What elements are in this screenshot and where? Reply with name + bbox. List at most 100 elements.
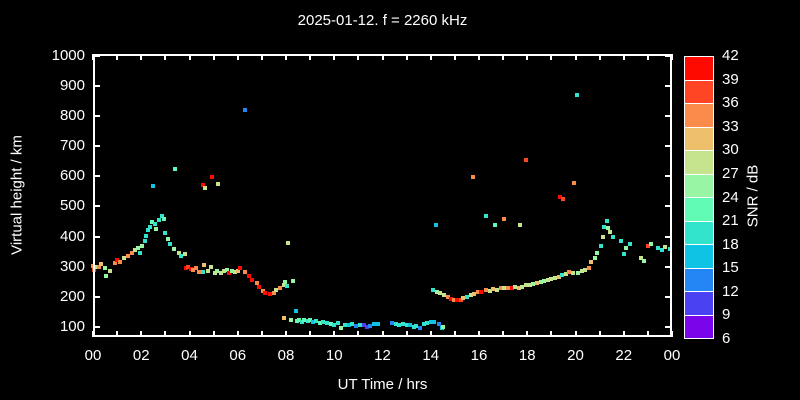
y-tick-label: 200 — [59, 287, 85, 305]
data-point — [445, 295, 450, 300]
data-point — [572, 181, 577, 186]
data-point — [182, 251, 187, 256]
x-tick-label: 14 — [422, 347, 440, 364]
x-tick-label: 02 — [132, 347, 150, 364]
data-point — [282, 280, 287, 285]
data-point — [545, 277, 550, 282]
data-point — [417, 325, 422, 330]
data-point — [567, 270, 572, 275]
x-tick — [429, 331, 432, 337]
data-point — [129, 250, 134, 255]
x-tick — [236, 331, 239, 337]
data-point — [479, 290, 484, 295]
data-point — [442, 293, 447, 298]
data-point — [183, 266, 188, 271]
data-point — [250, 278, 255, 283]
x-tick — [550, 331, 553, 337]
data-point — [271, 291, 276, 296]
x-tick-label: 16 — [470, 347, 488, 364]
x-tick — [453, 331, 456, 337]
data-point — [197, 270, 202, 275]
data-point — [534, 280, 539, 285]
x-tick — [671, 54, 673, 60]
data-point — [502, 217, 507, 221]
x-tick — [92, 331, 94, 337]
y-tick-label: 500 — [59, 197, 85, 215]
data-point — [621, 252, 626, 257]
x-tick — [333, 54, 336, 60]
chart-title: 2025-01-12. f = 2260 kHz — [297, 12, 468, 29]
data-point — [487, 288, 492, 293]
x-tick — [574, 331, 577, 337]
data-point — [332, 322, 337, 327]
colorbar-tick-label: 15 — [722, 259, 739, 277]
data-point — [491, 287, 496, 292]
data-point — [209, 265, 214, 270]
x-tick — [140, 54, 143, 60]
colorbar — [684, 56, 714, 339]
data-point — [638, 255, 643, 260]
x-tick — [116, 54, 119, 60]
data-point — [218, 270, 223, 275]
x-tick — [333, 331, 336, 337]
data-point — [440, 325, 445, 329]
data-point — [328, 321, 333, 326]
data-point — [150, 220, 155, 225]
x-tick — [622, 54, 625, 60]
colorbar-segment — [685, 315, 713, 338]
data-point — [227, 270, 232, 275]
data-point — [200, 183, 205, 188]
data-point — [285, 283, 290, 288]
data-point — [357, 322, 362, 327]
data-point — [401, 321, 405, 326]
y-tick — [93, 145, 100, 147]
y-tick — [665, 114, 672, 117]
data-point — [432, 320, 437, 325]
data-point — [604, 219, 609, 224]
data-point — [595, 251, 600, 256]
data-point — [302, 318, 307, 323]
y-tick-label: 900 — [59, 76, 85, 94]
data-point — [222, 269, 227, 274]
x-tick-label: 20 — [567, 347, 584, 364]
data-point — [470, 175, 475, 180]
data-point — [583, 267, 588, 272]
data-point — [484, 288, 489, 293]
data-point — [549, 277, 554, 282]
y-tick — [665, 295, 672, 298]
x-tick — [164, 54, 167, 60]
colorbar-segment — [685, 245, 713, 268]
data-point — [314, 318, 319, 323]
colorbar-segment — [685, 57, 713, 80]
data-point — [451, 297, 456, 302]
x-tick-label: 06 — [229, 347, 247, 364]
data-point — [667, 247, 672, 252]
y-tick-label: 300 — [59, 257, 85, 275]
x-tick-label: 08 — [277, 347, 295, 364]
data-point — [431, 288, 436, 293]
y-tick — [93, 175, 100, 178]
colorbar-segment — [685, 151, 713, 174]
data-point — [619, 239, 624, 244]
colorbar-title: SNR / dB — [744, 164, 762, 228]
data-point — [560, 273, 565, 278]
x-tick — [357, 54, 360, 60]
data-point — [524, 158, 529, 163]
data-point — [235, 268, 240, 273]
x-tick-label: 18 — [518, 347, 536, 364]
data-point — [642, 258, 647, 263]
data-point — [299, 319, 304, 324]
data-point — [557, 195, 562, 200]
x-tick — [260, 54, 263, 60]
data-point — [238, 266, 243, 271]
colorbar-segment — [685, 198, 713, 221]
colorbar-tick-label: 18 — [722, 235, 739, 253]
data-point — [317, 320, 322, 325]
data-point — [492, 223, 497, 228]
data-point — [645, 244, 650, 249]
data-point — [147, 224, 152, 229]
x-tick — [671, 331, 673, 337]
data-point — [144, 233, 149, 238]
y-tick — [665, 235, 672, 238]
x-tick — [478, 331, 480, 337]
